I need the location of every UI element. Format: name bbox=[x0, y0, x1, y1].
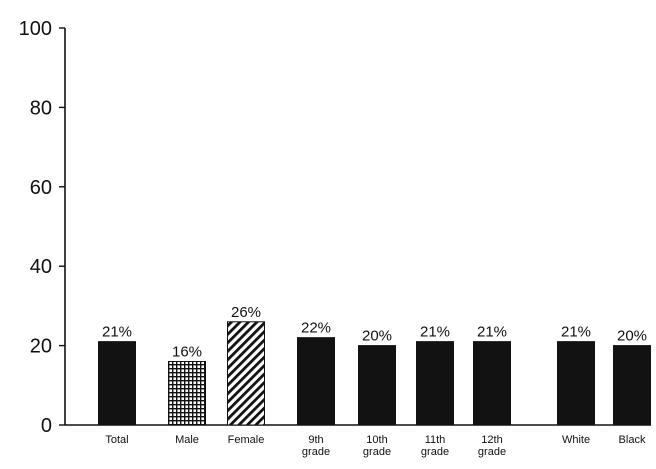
y-tick-label: 80 bbox=[30, 97, 52, 119]
data-label: 21% bbox=[477, 324, 507, 341]
bar bbox=[473, 341, 511, 426]
category-label: grade bbox=[478, 446, 506, 458]
bar bbox=[168, 360, 206, 426]
category-label: grade bbox=[421, 446, 449, 458]
category-label: 9th bbox=[308, 434, 323, 446]
bar bbox=[227, 321, 265, 426]
y-tick-label: 60 bbox=[30, 177, 52, 199]
category-label: White bbox=[562, 434, 590, 446]
bar bbox=[557, 341, 595, 426]
category-label: Male bbox=[175, 434, 199, 446]
category-label: Female bbox=[228, 434, 265, 446]
bar-layer bbox=[98, 321, 651, 426]
y-tick-label: 20 bbox=[30, 336, 52, 358]
y-tick-label: 0 bbox=[41, 415, 52, 437]
category-label: grade bbox=[302, 446, 330, 458]
category-label: 10th bbox=[366, 434, 387, 446]
label-layer: 21%Total16%Male26%Female22%9thgrade20%10… bbox=[102, 304, 647, 458]
bar bbox=[98, 341, 136, 426]
data-label: 16% bbox=[172, 343, 202, 360]
data-label: 21% bbox=[561, 324, 591, 341]
data-label: 21% bbox=[102, 324, 132, 341]
category-label: 12th bbox=[481, 434, 502, 446]
category-label: 11th bbox=[425, 434, 446, 446]
y-tick-label: 40 bbox=[30, 256, 52, 278]
bar bbox=[358, 345, 396, 426]
bar bbox=[416, 341, 454, 426]
bar bbox=[613, 345, 651, 426]
data-label: 22% bbox=[301, 320, 331, 337]
axis-layer: 0 20 40 60 80 100 bbox=[19, 18, 651, 437]
data-label: 26% bbox=[231, 304, 261, 321]
data-label: 21% bbox=[420, 324, 450, 341]
category-label: Black bbox=[619, 434, 646, 446]
category-label: Total bbox=[105, 434, 128, 446]
category-label: grade bbox=[363, 446, 391, 458]
data-label: 20% bbox=[617, 328, 647, 345]
data-label: 20% bbox=[362, 328, 392, 345]
y-tick-label: 100 bbox=[19, 18, 52, 40]
bar bbox=[297, 337, 335, 426]
